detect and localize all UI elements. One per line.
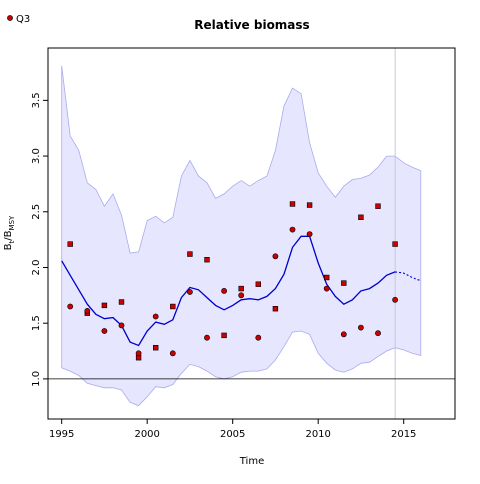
observation-point [306,202,313,208]
observation-point [358,214,364,220]
observation-point [323,285,330,292]
reference-lines-layer [48,48,455,419]
y-tick-label: 2.5 [31,204,42,220]
y-tick-label: 3.0 [31,148,42,164]
observation-point [101,302,108,309]
observation-point [238,285,244,292]
observation-point [289,201,296,207]
observation-point [221,332,227,339]
observation-point [238,292,245,299]
observation-point [84,307,91,314]
observation-point [306,231,313,237]
x-tick-label: 1995 [49,429,74,440]
observation-point [67,241,73,247]
x-tick-label: 2015 [391,429,416,440]
observation-point [135,350,142,357]
legend-marker-q3 [7,15,13,21]
observation-point [392,241,398,247]
forecast-line [395,271,421,282]
observation-point [187,251,193,257]
estimate-line-layer [61,235,421,347]
confidence-band [61,65,422,407]
legend-label-q3: Q3 [16,14,30,25]
observation-point [153,344,159,351]
observation-point [186,289,193,295]
observation-point [341,280,347,286]
observation-point [101,328,108,334]
observation-point [255,281,261,287]
observation-point [272,305,279,312]
observation-point [357,324,364,331]
observation-point [289,226,296,233]
estimate-line [61,235,396,347]
observation-point [340,331,347,338]
observation-point [221,287,227,294]
observation-point [375,203,381,209]
observation-point [392,296,398,303]
observation-point [255,334,262,341]
observation-point [323,274,330,281]
confidence-band-layer [61,65,422,407]
observation-point [170,303,176,310]
y-tick-label: 2.0 [31,260,42,276]
axes-layer: 1995 2000 2005 2010 2015 1.0 1.5 2.0 2.5 3.0 3.5 [31,47,456,440]
x-tick-label: 2010 [305,429,330,440]
observation-point [169,350,176,357]
x-tick-label: 2005 [220,429,245,440]
observation-point [272,253,279,260]
y-axis-title: Bt/BMSY [3,215,16,250]
chart-title: Relative biomass [194,18,309,32]
x-axis-title: Time [239,456,264,467]
y-tick-label: 3.5 [31,92,42,108]
observation-point [204,256,210,263]
legend: Q3 [7,14,30,25]
plot-frame [47,47,456,420]
y-tick-label: 1.0 [31,371,42,387]
observation-points-layer [67,201,398,361]
observation-point [118,299,125,305]
x-tick-label: 2000 [134,429,159,440]
observation-point [204,334,210,341]
observation-point [152,313,159,320]
y-tick-label: 1.5 [31,315,42,331]
observation-point [375,330,381,337]
observation-point [118,322,125,329]
observation-point [67,303,74,310]
